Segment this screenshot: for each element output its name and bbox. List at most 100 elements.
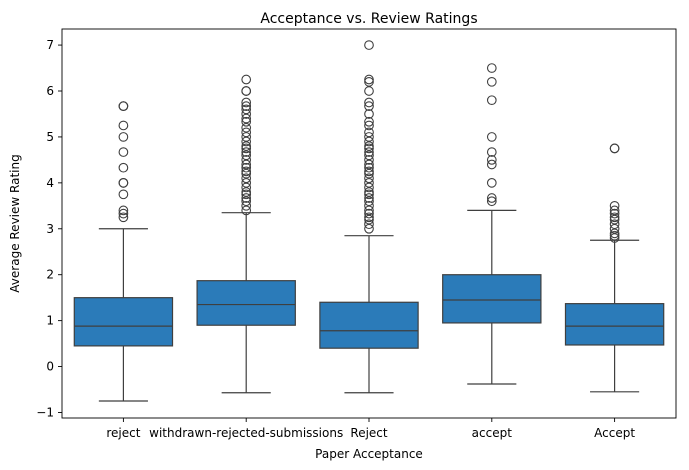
outlier-point <box>364 212 374 223</box>
outlier-point <box>609 219 620 230</box>
y-tick-label: 5 <box>46 130 54 144</box>
outlier-point <box>241 132 252 142</box>
outlier-point <box>364 178 374 188</box>
y-tick-label: 2 <box>46 268 54 282</box>
outlier-point <box>118 120 129 131</box>
y-tick-label: 6 <box>46 84 54 98</box>
outlier-point <box>241 162 252 173</box>
box-withdrawn-rejected-submissions <box>196 74 296 394</box>
outlier-point <box>364 187 374 197</box>
outlier-point <box>364 173 374 184</box>
outlier-point <box>609 208 620 219</box>
outlier-point <box>364 214 374 225</box>
outlier-point <box>364 127 374 138</box>
outlier-point <box>241 74 252 85</box>
outlier-point <box>241 189 252 200</box>
outlier-point <box>241 196 252 207</box>
chart-title: Acceptance vs. Review Ratings <box>260 11 477 27</box>
outlier-point <box>364 86 374 96</box>
outlier-point <box>486 63 497 73</box>
outlier-point <box>241 200 252 211</box>
outlier-point <box>241 143 252 154</box>
outlier-point <box>118 208 129 219</box>
outlier-point <box>118 132 129 142</box>
outlier-point <box>241 168 252 179</box>
iqr-box <box>196 280 296 326</box>
outlier-point <box>241 178 252 188</box>
outlier-point <box>241 116 252 127</box>
outlier-point <box>241 187 252 197</box>
outlier-point <box>486 193 497 203</box>
outlier-point <box>241 101 252 112</box>
outlier-point <box>364 219 374 230</box>
outlier-point <box>118 212 129 223</box>
outlier-point <box>241 136 252 147</box>
outlier-point <box>364 132 374 142</box>
outlier-point <box>486 95 497 106</box>
outlier-point <box>241 127 252 138</box>
outlier-point <box>241 182 252 193</box>
iqr-box <box>319 301 419 349</box>
outlier-point <box>241 141 252 151</box>
y-tick-label: 7 <box>46 38 54 52</box>
y-tick-label: 4 <box>46 176 54 190</box>
outlier-point <box>241 113 252 124</box>
x-tick-label: Reject <box>350 426 387 440</box>
y-axis-label: Average Review Rating <box>8 154 22 292</box>
iqr-box <box>442 274 542 324</box>
outlier-point <box>118 189 129 200</box>
outlier-point <box>364 168 374 179</box>
iqr-box <box>73 297 174 347</box>
outlier-point <box>364 189 374 200</box>
box-reject <box>73 101 174 402</box>
outlier-point <box>364 109 374 119</box>
outlier-point <box>364 208 374 219</box>
outlier-point <box>364 155 374 165</box>
outlier-point <box>241 109 252 119</box>
outlier-point <box>609 214 620 225</box>
outlier-point <box>118 101 129 112</box>
outlier-point <box>486 155 497 165</box>
outlier-point <box>364 193 374 203</box>
outlier-point <box>241 122 252 133</box>
outlier-point <box>609 223 620 234</box>
plot-area <box>73 40 665 402</box>
outlier-point <box>241 150 252 161</box>
outlier-point <box>486 178 497 188</box>
y-tick-label: 0 <box>46 360 54 374</box>
outlier-point <box>364 74 374 85</box>
outlier-point <box>609 143 620 154</box>
outlier-point <box>609 233 620 243</box>
outlier-point <box>241 205 252 216</box>
outlier-point <box>486 196 497 207</box>
outlier-point <box>609 205 620 216</box>
outlier-point <box>364 182 374 193</box>
y-tick-label: 3 <box>46 222 54 236</box>
outlier-point <box>364 200 374 211</box>
outlier-point <box>241 86 252 96</box>
outlier-point <box>241 155 252 165</box>
outlier-point <box>118 147 129 157</box>
x-tick-label: reject <box>106 426 140 440</box>
outlier-point <box>609 200 620 211</box>
outlier-point <box>364 141 374 151</box>
outlier-point <box>486 132 497 142</box>
outlier-point <box>364 136 374 147</box>
box-accept <box>564 143 665 393</box>
y-axis: −1 0 1 2 3 4 5 6 7 <box>36 38 62 419</box>
iqr-box <box>564 303 665 346</box>
outlier-point <box>364 101 374 112</box>
outlier-point <box>241 159 252 170</box>
outlier-point <box>364 120 374 131</box>
outlier-point <box>241 193 252 203</box>
outlier-point <box>609 228 620 239</box>
outlier-point <box>364 147 374 157</box>
outlier-point <box>364 166 374 177</box>
outlier-point <box>118 162 129 173</box>
outlier-point <box>364 116 374 127</box>
outlier-point <box>364 40 374 50</box>
box-accept <box>442 63 542 385</box>
x-tick-label: Accept <box>594 426 635 440</box>
outlier-point <box>364 143 374 154</box>
